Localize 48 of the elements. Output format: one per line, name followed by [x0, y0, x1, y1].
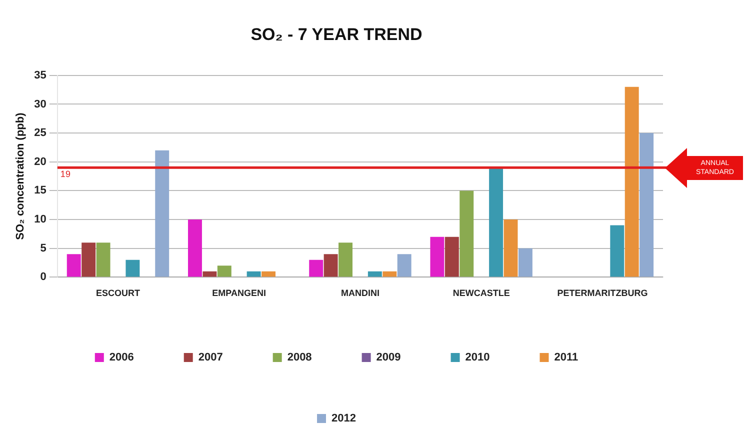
bar [504, 220, 518, 277]
bar [96, 242, 110, 277]
bar [262, 271, 276, 277]
bar [610, 225, 624, 277]
bar [188, 220, 202, 277]
chart-title: SO₂ - 7 YEAR TREND [250, 24, 422, 44]
bar [444, 236, 459, 277]
x-tick-label: MANDINI [340, 288, 380, 298]
y-tick-label: 25 [34, 127, 46, 140]
x-tick-label: ESCOURT [96, 288, 140, 298]
bar [155, 150, 170, 277]
bar [382, 271, 397, 277]
bar [82, 242, 96, 277]
x-tick-label: EMPANGENI [212, 288, 266, 298]
bar [217, 266, 232, 277]
y-tick-label: 0 [40, 271, 46, 284]
bar [518, 248, 532, 277]
x-tick-label: NEWCASTLE [452, 288, 510, 298]
bar [309, 260, 324, 277]
y-tick-label: 5 [40, 242, 46, 254]
bar [430, 236, 444, 277]
y-tick-label: 35 [34, 69, 46, 82]
legend-label: 2010 [465, 352, 490, 364]
legend-label: 2006 [109, 352, 134, 364]
legend-label: 2011 [554, 352, 578, 364]
bar [202, 271, 217, 277]
y-tick-label: 30 [34, 98, 46, 110]
bar [624, 86, 639, 277]
x-tick-label: PETERMARITZBURG [557, 288, 648, 298]
ref-line-label: 19 [60, 169, 70, 180]
bar [246, 271, 261, 277]
legend-label: 2009 [376, 352, 401, 364]
y-tick-label: 10 [34, 214, 46, 226]
bar [460, 190, 474, 277]
bar [338, 242, 352, 277]
legend-label: 2007 [198, 352, 223, 364]
bar [368, 271, 382, 277]
y-tick-label: 20 [34, 156, 46, 168]
legend-label: 2012 [332, 412, 356, 425]
legend-label: 2008 [287, 352, 312, 364]
bar [66, 254, 81, 277]
bar [126, 260, 140, 277]
y-tick-label: 15 [34, 184, 46, 197]
bar [640, 133, 654, 277]
bar [397, 254, 412, 277]
bar [324, 254, 338, 277]
bar [489, 168, 504, 277]
y-axis-title: SO₂ concentration (ppb) [14, 112, 27, 240]
